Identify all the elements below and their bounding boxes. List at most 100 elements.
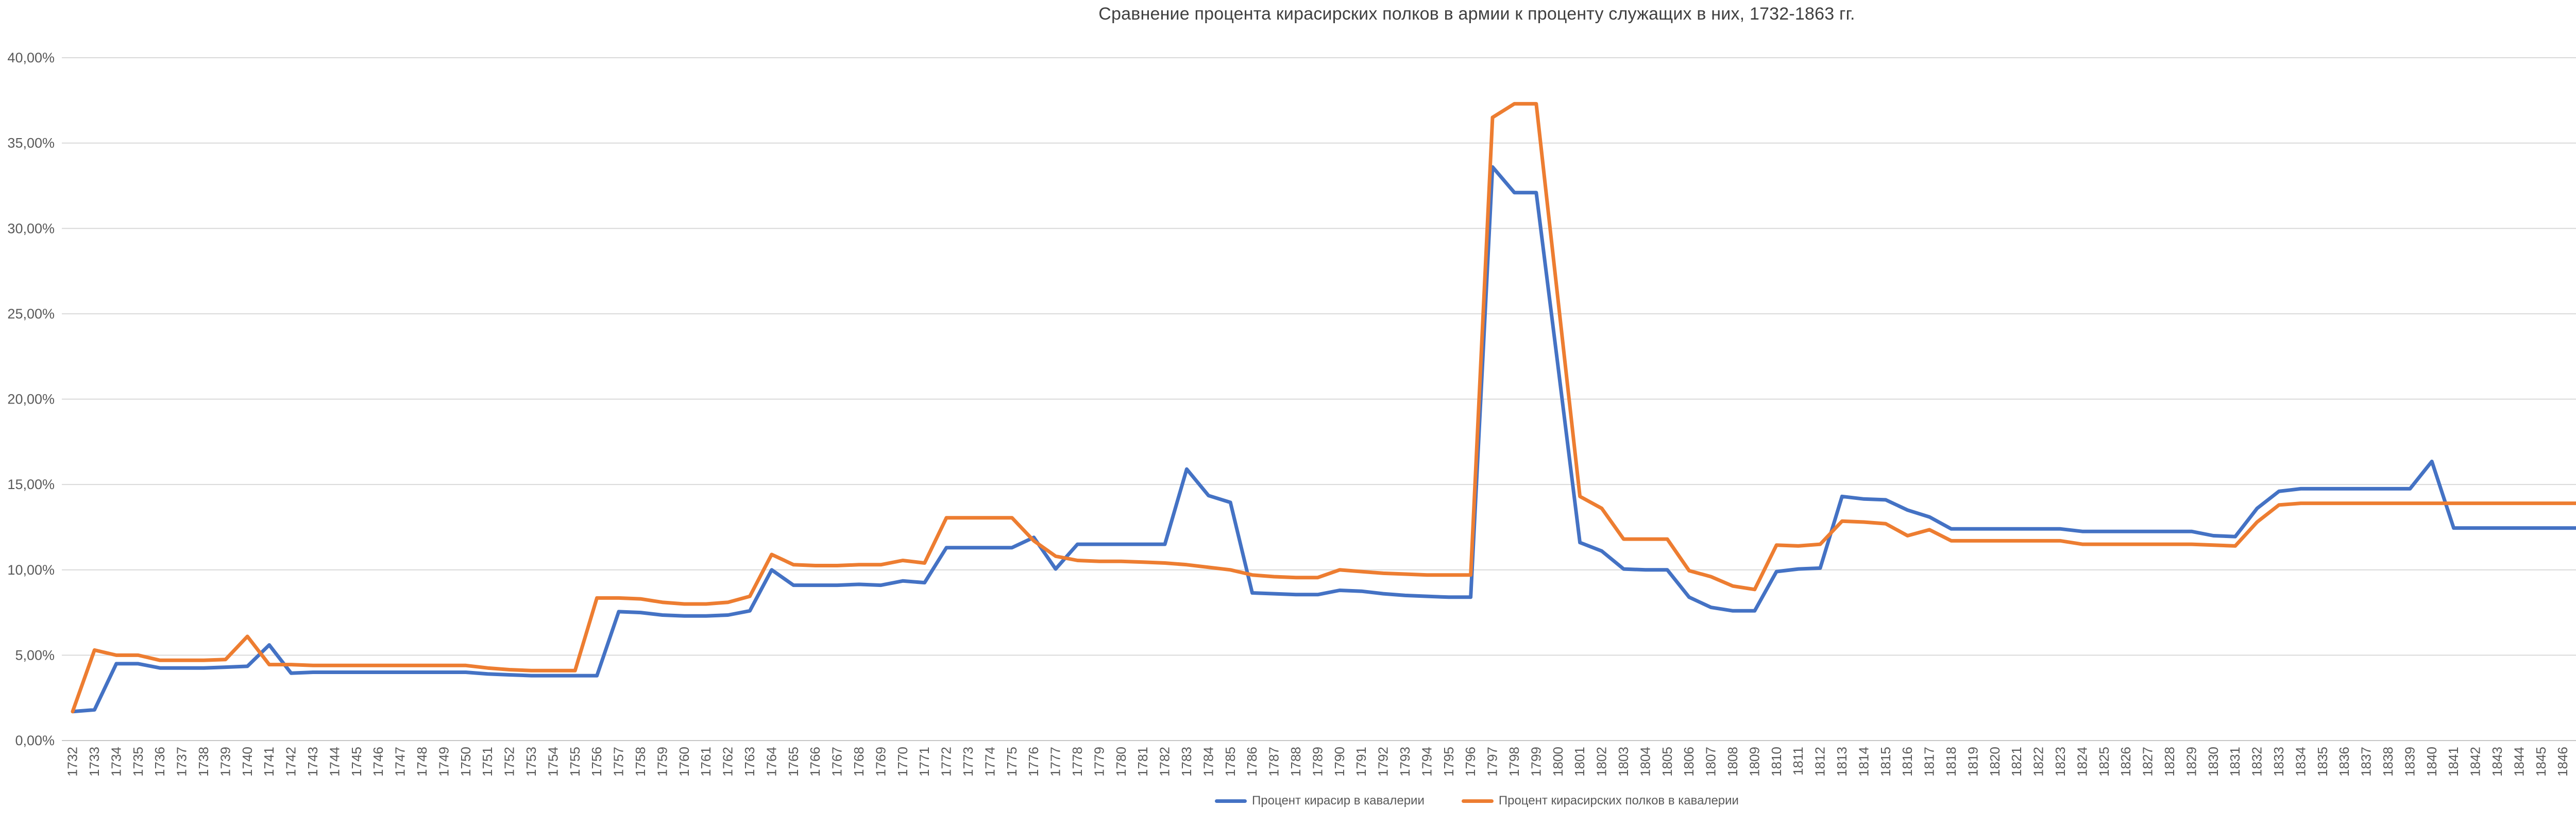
- x-tick-label: 1741: [261, 747, 277, 777]
- x-tick-label: 1807: [1703, 747, 1719, 777]
- x-tick-label: 1766: [807, 747, 823, 777]
- x-tick-label: 1748: [414, 747, 430, 777]
- x-tick-label: 1734: [108, 747, 124, 777]
- x-tick-label: 1791: [1353, 747, 1369, 777]
- x-tick-label: 1805: [1659, 747, 1675, 777]
- x-tick-label: 1751: [480, 747, 495, 777]
- x-tick-label: 1780: [1113, 747, 1129, 777]
- x-tick-label: 1831: [2227, 747, 2243, 777]
- x-tick-label: 1744: [327, 747, 342, 777]
- x-tick-label: 1738: [196, 747, 211, 777]
- x-tick-label: 1811: [1790, 747, 1806, 776]
- x-tick-label: 1788: [1288, 747, 1303, 777]
- x-tick-label: 1778: [1070, 747, 1085, 777]
- x-tick-label: 1747: [393, 747, 408, 777]
- x-tick-label: 1819: [1965, 747, 1980, 777]
- x-tick-label: 1733: [87, 747, 102, 777]
- x-tick-label: 1818: [1943, 747, 1959, 777]
- x-tick-label: 1787: [1266, 747, 1282, 777]
- x-tick-label: 1827: [2140, 747, 2156, 777]
- x-tick-label: 1740: [240, 747, 255, 777]
- x-tick-label: 1736: [152, 747, 167, 777]
- x-tick-label: 1828: [2162, 747, 2177, 777]
- x-tick-label: 1755: [567, 747, 583, 777]
- y-tick-label: 25,00%: [7, 306, 55, 322]
- x-tick-label: 1750: [458, 747, 473, 777]
- legend-swatch-blue-icon: [1215, 799, 1247, 803]
- x-tick-label: 1781: [1135, 747, 1150, 777]
- y-tick-label: 15,00%: [7, 477, 55, 492]
- x-tick-label: 1769: [873, 747, 888, 777]
- x-tick-label: 1758: [633, 747, 648, 777]
- x-tick-label: 1771: [917, 747, 932, 777]
- x-tick-label: 1770: [895, 747, 910, 777]
- y-tick-label: 40,00%: [7, 50, 55, 65]
- x-tick-label: 1772: [939, 747, 954, 777]
- x-tick-label: 1836: [2336, 747, 2352, 777]
- x-tick-label: 1834: [2293, 747, 2308, 777]
- x-tick-label: 1742: [283, 747, 299, 777]
- x-tick-label: 1774: [982, 747, 997, 777]
- x-tick-label: 1797: [1485, 747, 1500, 777]
- x-tick-label: 1841: [2446, 747, 2461, 777]
- x-tick-label: 1815: [1878, 747, 1893, 777]
- x-tick-label: 1814: [1856, 747, 1871, 777]
- x-tick-label: 1803: [1616, 747, 1631, 777]
- x-tick-label: 1798: [1506, 747, 1522, 777]
- x-tick-label: 1840: [2424, 747, 2439, 777]
- x-tick-label: 1790: [1332, 747, 1347, 777]
- x-tick-label: 1768: [851, 747, 867, 777]
- x-tick-label: 1737: [174, 747, 190, 777]
- x-tick-label: 1846: [2555, 747, 2570, 777]
- x-tick-label: 1792: [1376, 747, 1391, 777]
- y-tick-label: 5,00%: [15, 647, 55, 663]
- x-tick-label: 1773: [960, 747, 976, 777]
- x-tick-label: 1830: [2206, 747, 2221, 777]
- x-tick-label: 1745: [349, 747, 364, 777]
- x-tick-label: 1845: [2533, 747, 2549, 777]
- x-tick-label: 1801: [1572, 747, 1587, 777]
- x-tick-label: 1839: [2402, 747, 2417, 777]
- x-tick-label: 1812: [1812, 747, 1828, 777]
- legend: Процент кирасир в кавалерии Процент кира…: [0, 794, 2576, 808]
- x-tick-label: 1746: [370, 747, 386, 777]
- x-tick-label: 1825: [2096, 747, 2112, 777]
- x-tick-label: 1779: [1091, 747, 1107, 777]
- legend-item-regiments: Процент кирасирских полков в кавалерии: [1461, 794, 1739, 808]
- x-tick-label: 1844: [2511, 747, 2527, 777]
- x-tick-label: 1761: [698, 747, 714, 777]
- x-tick-label: 1783: [1179, 747, 1194, 777]
- y-tick-label: 10,00%: [7, 562, 55, 578]
- x-tick-label: 1756: [589, 747, 604, 777]
- x-tick-label: 1837: [2359, 747, 2374, 777]
- x-tick-label: 1794: [1419, 747, 1434, 777]
- chart-title: Сравнение процента кирасирских полков в …: [1098, 4, 1855, 24]
- x-tick-label: 1821: [2009, 747, 2024, 777]
- x-tick-label: 1804: [1637, 747, 1653, 777]
- x-tick-label: 1760: [676, 747, 692, 777]
- x-tick-label: 1796: [1463, 747, 1478, 777]
- x-tick-label: 1757: [611, 747, 626, 777]
- x-tick-label: 1765: [786, 747, 801, 777]
- x-tick-label: 1776: [1026, 747, 1041, 777]
- x-tick-label: 1795: [1441, 747, 1456, 777]
- x-tick-label: 1843: [2489, 747, 2505, 777]
- x-tick-label: 1822: [2031, 747, 2046, 777]
- legend-label: Процент кирасир в кавалерии: [1252, 794, 1425, 808]
- x-tick-label: 1784: [1200, 747, 1216, 777]
- x-tick-label: 1743: [305, 747, 320, 777]
- x-tick-label: 1775: [1004, 747, 1020, 777]
- legend-swatch-orange-icon: [1461, 799, 1494, 803]
- x-tick-label: 1763: [742, 747, 757, 777]
- x-tick-label: 1802: [1594, 747, 1609, 777]
- x-tick-label: 1810: [1769, 747, 1784, 777]
- x-tick-label: 1816: [1900, 747, 1915, 777]
- x-tick-label: 1832: [2249, 747, 2265, 777]
- x-tick-label: 1806: [1681, 747, 1697, 777]
- x-tick-label: 1835: [2315, 747, 2330, 777]
- x-tick-label: 1793: [1397, 747, 1413, 777]
- x-tick-label: 1823: [2053, 747, 2068, 777]
- x-tick-label: 1752: [502, 747, 517, 777]
